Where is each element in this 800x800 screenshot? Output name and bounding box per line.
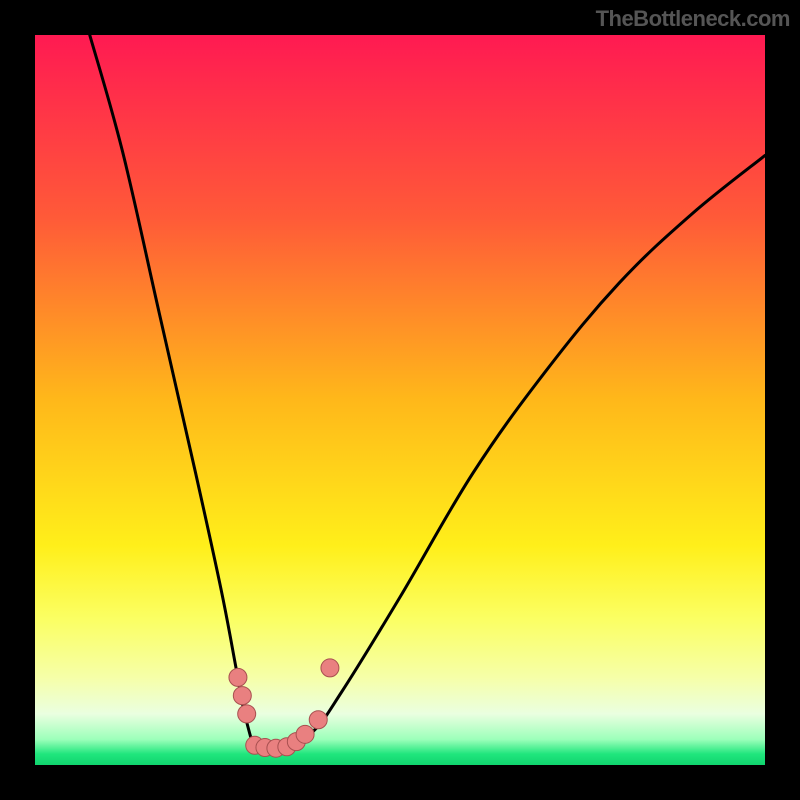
data-marker: [229, 668, 247, 686]
data-marker: [233, 687, 251, 705]
data-marker: [296, 725, 314, 743]
data-marker: [309, 711, 327, 729]
bottleneck-chart-svg: [35, 35, 765, 765]
data-marker: [321, 659, 339, 677]
chart-container: TheBottleneck.com: [0, 0, 800, 800]
gradient-background: [35, 35, 765, 765]
watermark-text: TheBottleneck.com: [596, 6, 790, 32]
plot-area: [35, 35, 765, 765]
data-marker: [238, 705, 256, 723]
